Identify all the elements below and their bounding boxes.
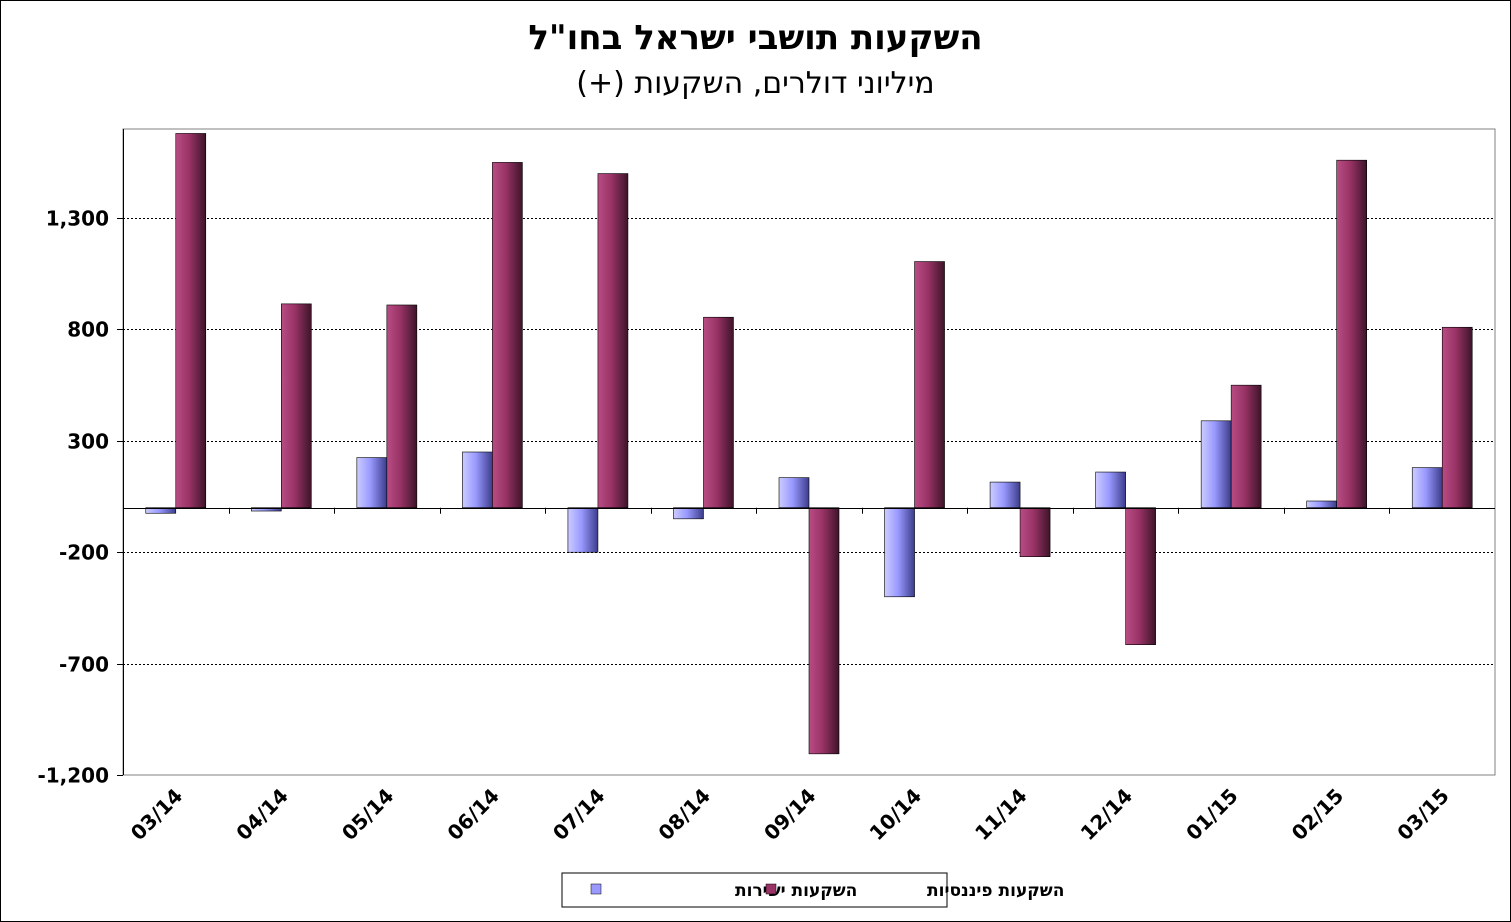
bar-financial bbox=[386, 304, 418, 508]
bar-direct bbox=[778, 477, 810, 508]
bar-financial bbox=[1125, 507, 1156, 645]
bar-direct bbox=[1200, 420, 1232, 508]
legend-label-financial: השקעות פיננסיות bbox=[927, 881, 1064, 901]
bar-financial bbox=[597, 173, 629, 508]
x-tick-label: 01/15 bbox=[1181, 784, 1242, 845]
bar-direct bbox=[989, 481, 1021, 508]
y-tick-label: 800 bbox=[67, 318, 109, 342]
legend: השקעות ישירות השקעות פיננסיות bbox=[561, 872, 1064, 908]
bar-financial bbox=[703, 316, 734, 508]
chart-subtitle: מיליוני דולרים, השקעות (+) bbox=[576, 66, 935, 101]
bar-direct bbox=[356, 457, 388, 508]
bar-financial bbox=[1019, 507, 1051, 557]
x-tick-label: 04/14 bbox=[231, 784, 292, 845]
x-tick-label: 07/14 bbox=[548, 784, 609, 845]
bar-direct bbox=[673, 507, 704, 520]
y-tick-label: -200 bbox=[59, 541, 109, 565]
bar-financial bbox=[1230, 384, 1262, 508]
bar-direct bbox=[145, 507, 177, 514]
bar-financial bbox=[1336, 159, 1367, 508]
legend-label-direct: השקעות ישירות bbox=[735, 881, 857, 901]
bar-direct bbox=[1095, 471, 1126, 508]
bar-financial bbox=[281, 303, 312, 508]
bar-financial bbox=[1441, 326, 1473, 508]
bar-direct bbox=[1411, 467, 1443, 508]
bar-financial bbox=[492, 162, 523, 508]
bar-financial bbox=[914, 261, 945, 508]
legend-swatch-direct bbox=[590, 883, 602, 895]
y-tick-label: -1,200 bbox=[37, 764, 109, 788]
bars bbox=[145, 133, 1473, 755]
y-tick-label: 1,300 bbox=[46, 207, 109, 231]
chart-title: השקעות תושבי ישראל בחו"ל bbox=[528, 18, 983, 58]
x-tick-label: 05/14 bbox=[337, 784, 398, 845]
bar-financial bbox=[808, 507, 840, 755]
x-tick-label: 11/14 bbox=[970, 784, 1031, 845]
x-tick-label: 10/14 bbox=[865, 784, 926, 845]
bar-direct bbox=[1306, 500, 1337, 508]
x-tick-label: 02/15 bbox=[1287, 784, 1348, 845]
bar-direct bbox=[884, 507, 915, 598]
x-tick-label: 03/15 bbox=[1392, 784, 1453, 845]
legend-box bbox=[561, 872, 948, 908]
x-tick-label: 12/14 bbox=[1076, 784, 1137, 845]
y-tick-label: 300 bbox=[67, 430, 109, 454]
bar-direct bbox=[251, 507, 282, 512]
bar-direct bbox=[567, 507, 599, 553]
y-tick-label: -700 bbox=[59, 653, 109, 677]
x-tick-label: 09/14 bbox=[759, 784, 820, 845]
x-tick-label: 08/14 bbox=[654, 784, 715, 845]
legend-swatch-financial bbox=[765, 883, 777, 895]
x-tick-label: 03/14 bbox=[126, 784, 187, 845]
bar-financial bbox=[175, 133, 207, 508]
bar-direct bbox=[462, 451, 493, 508]
x-tick-label: 06/14 bbox=[442, 784, 503, 845]
